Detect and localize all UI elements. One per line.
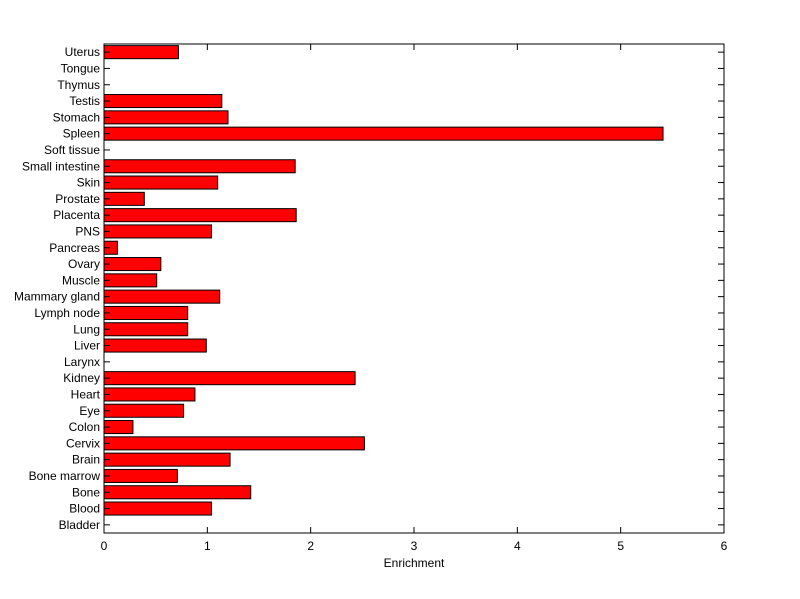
x-tick-label: 3 — [411, 539, 418, 553]
y-tick-label: Brain — [72, 453, 100, 467]
y-tick-label: Soft tissue — [44, 143, 100, 157]
bar-blood — [103, 501, 212, 516]
y-tick-label: Testis — [69, 94, 100, 108]
y-tick-label: Blood — [69, 502, 100, 516]
bar-prostate — [103, 191, 145, 206]
bar-lung — [103, 322, 189, 337]
x-tick-label: 2 — [307, 539, 314, 553]
bar-bone — [103, 485, 252, 500]
y-tick-label: Pancreas — [49, 241, 100, 255]
y-tick-label: Spleen — [63, 127, 100, 141]
y-tick-label: Lymph node — [34, 306, 100, 320]
y-tick-label: Stomach — [53, 110, 100, 124]
y-tick-label: Thymus — [57, 78, 100, 92]
y-tick-label: Mammary gland — [14, 290, 100, 304]
y-tick-label: Liver — [74, 339, 100, 353]
y-tick-label: Muscle — [62, 273, 100, 287]
x-tick-label: 4 — [514, 539, 521, 553]
y-tick-label: Small intestine — [22, 159, 100, 173]
y-tick-label: Bladder — [59, 518, 100, 532]
x-axis-label: Enrichment — [384, 556, 445, 570]
bar-brain — [103, 452, 231, 467]
x-tick-label: 5 — [617, 539, 624, 553]
x-tick-label: 0 — [101, 539, 108, 553]
bar-uterus — [103, 45, 179, 60]
x-tick-label: 1 — [204, 539, 211, 553]
x-tick-label: 6 — [721, 539, 728, 553]
bar-skin — [103, 175, 219, 190]
bar-lymph-node — [103, 305, 189, 320]
bar-muscle — [103, 273, 158, 288]
bar-small-intestine — [103, 159, 296, 174]
bar-bone-marrow — [103, 468, 178, 483]
bar-mammary-gland — [103, 289, 221, 304]
bars-group — [103, 45, 664, 516]
bar-testis — [103, 94, 223, 109]
y-tick-label: Colon — [69, 420, 100, 434]
bar-heart — [103, 387, 196, 402]
bar-liver — [103, 338, 207, 353]
x-tick-labels: 0 1 2 3 4 5 6 — [101, 539, 728, 553]
y-tick-label: Bone — [72, 485, 100, 499]
y-tick-label: Lung — [73, 322, 100, 336]
y-tick-label: Bone marrow — [29, 469, 101, 483]
bar-stomach — [103, 110, 229, 125]
bar-ovary — [103, 257, 162, 272]
bar-cervix — [103, 436, 365, 451]
y-tick-label: Tongue — [61, 61, 101, 75]
bar-pns — [103, 224, 212, 239]
bar-eye — [103, 403, 185, 418]
y-tick-label: Prostate — [55, 192, 100, 206]
y-tick-label: Skin — [77, 176, 100, 190]
y-tick-label: PNS — [75, 224, 100, 238]
y-tick-labels: Bladder Blood Bone Bone marrow Brain Cervix Co… — [14, 45, 101, 532]
y-tick-label: Eye — [79, 404, 100, 418]
bar-spleen — [103, 126, 664, 141]
y-tick-label: Kidney — [63, 371, 100, 385]
y-tick-label: Heart — [71, 387, 101, 401]
bar-kidney — [103, 371, 356, 386]
y-tick-label: Larynx — [64, 355, 100, 369]
bar-placenta — [103, 208, 297, 223]
y-tick-label: Uterus — [65, 45, 100, 59]
y-tick-label: Ovary — [68, 257, 100, 271]
y-tick-label: Cervix — [66, 436, 100, 450]
ticks-group — [103, 44, 725, 533]
y-tick-label: Placenta — [53, 208, 100, 222]
